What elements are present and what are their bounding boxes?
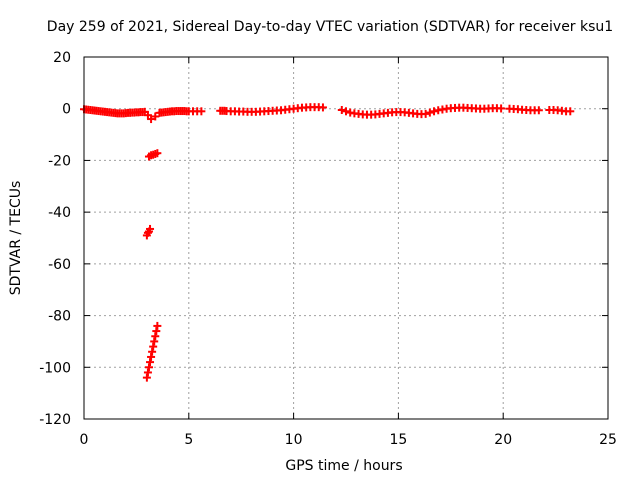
y-tick-label: -80	[48, 309, 71, 325]
data-point	[142, 373, 151, 382]
data-point	[151, 332, 160, 341]
data-point	[149, 342, 158, 351]
data-point	[421, 109, 430, 118]
data-point	[534, 106, 543, 115]
data-point	[318, 103, 327, 112]
x-tick-label: 15	[389, 432, 407, 448]
x-tick-label: 5	[184, 432, 193, 448]
y-tick-label: -60	[48, 257, 71, 273]
data-point	[430, 107, 439, 116]
y-tick-label: 20	[53, 50, 71, 66]
data-point	[151, 112, 160, 121]
data-point	[566, 107, 575, 116]
x-tick-label: 0	[80, 432, 89, 448]
x-tick-label: 25	[599, 432, 617, 448]
data-point	[146, 358, 155, 367]
y-tick-label: -20	[48, 153, 71, 169]
y-axis-title: SDTVAR / TECUs	[8, 181, 24, 296]
y-tick-label: -100	[39, 360, 71, 376]
data-point	[148, 347, 157, 356]
data-point	[146, 224, 155, 233]
data-point	[337, 106, 346, 115]
data-point	[497, 104, 506, 113]
chart-title: Day 259 of 2021, Sidereal Day-to-day VTE…	[47, 19, 613, 35]
x-tick-label: 20	[494, 432, 512, 448]
data-point	[153, 149, 162, 158]
data-point	[425, 108, 434, 117]
data-point-layer	[80, 103, 575, 382]
data-point	[342, 107, 350, 116]
data-point	[144, 363, 153, 372]
data-point	[150, 337, 159, 346]
x-axis-title: GPS time / hours	[285, 458, 402, 474]
data-point	[147, 352, 156, 361]
data-point	[197, 107, 206, 116]
y-tick-label: 0	[62, 102, 71, 118]
data-point	[153, 321, 162, 330]
x-tick-label: 10	[285, 432, 303, 448]
tick-layer: 0 5 10 15 20 25 20 0 -20 -40 -60 -80 -100 -120	[39, 50, 617, 448]
data-point	[143, 368, 152, 377]
y-tick-label: -120	[39, 412, 71, 428]
data-point	[147, 115, 156, 124]
plot-area-frame	[83, 56, 609, 420]
data-point	[152, 327, 161, 336]
y-tick-label: -40	[48, 205, 71, 221]
